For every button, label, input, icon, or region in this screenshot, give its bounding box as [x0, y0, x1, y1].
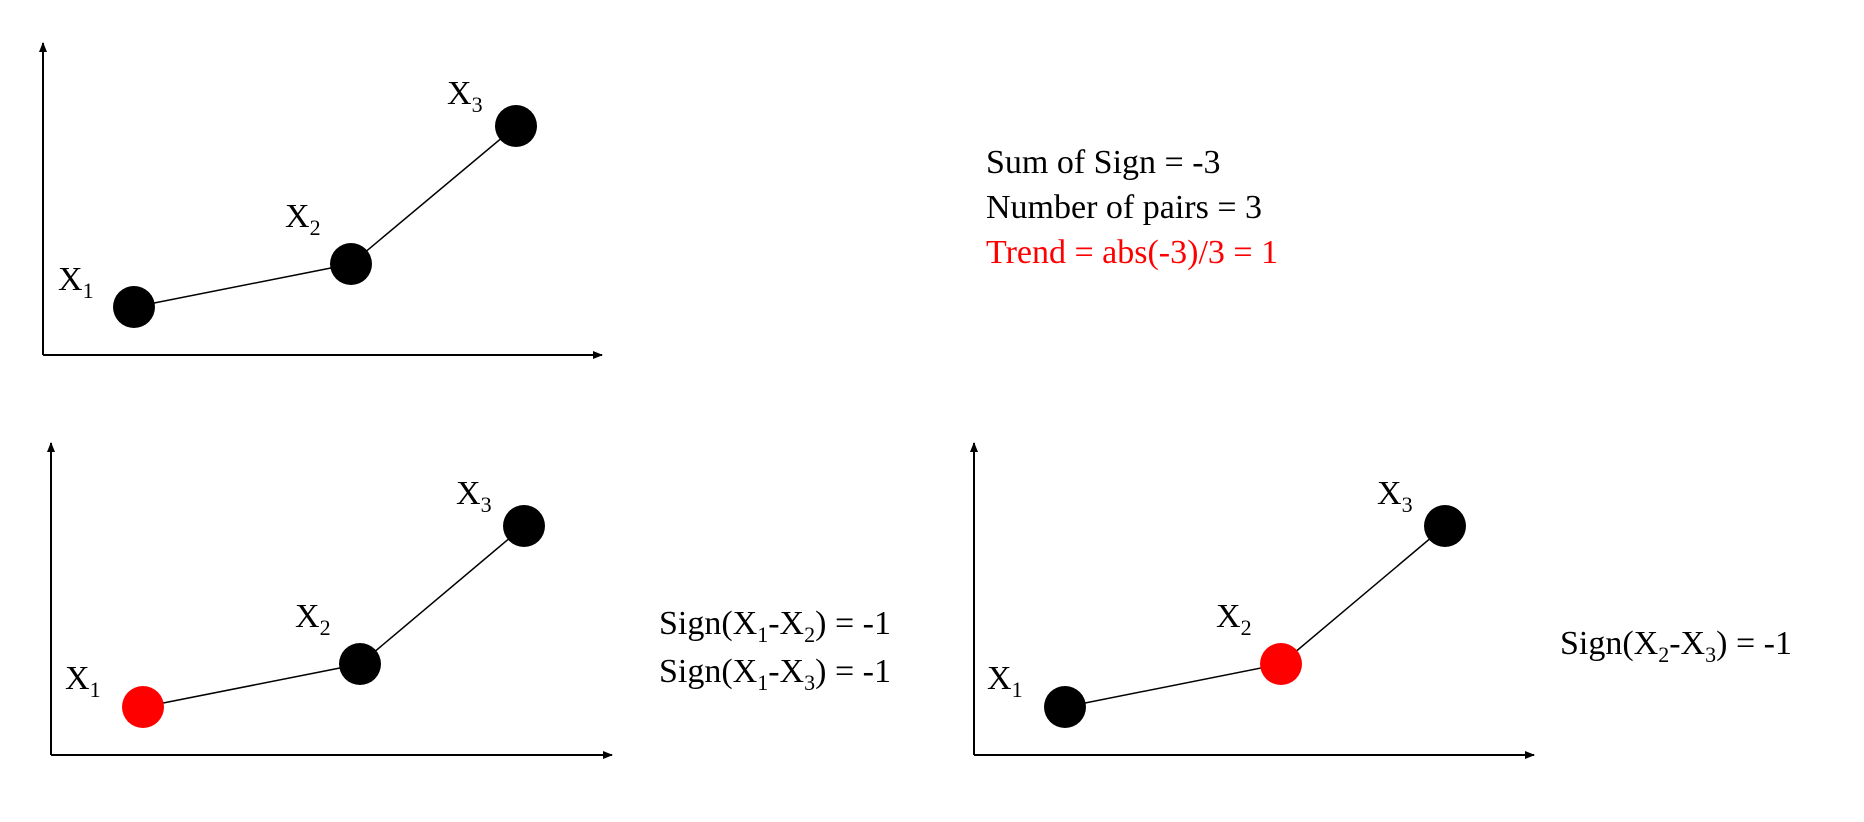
plot-3-connector-line	[1064, 525, 1446, 708]
plot-3-point-x3	[1424, 505, 1466, 547]
summary-block: Sum of Sign = -3 Number of pairs = 3 Tre…	[986, 140, 1278, 275]
plot-2	[47, 442, 613, 759]
trend-text: Trend = abs(-3)/3 = 1	[986, 234, 1279, 271]
plot-1-label-x1: X1	[58, 261, 94, 304]
plot-2-point-x1	[122, 686, 164, 728]
plot-1-connector-line	[133, 125, 517, 308]
sign-block-2: Sign(X2-X3) = -1	[1560, 621, 1792, 669]
plot-3-point-x2	[1260, 643, 1302, 685]
plot-3-label-x2: X2	[1216, 598, 1252, 641]
sign-x2-x3-text: Sign(X2-X3) = -1	[1560, 625, 1792, 667]
sign-block-1: Sign(X1-X2) = -1 Sign(X1-X3) = -1	[659, 601, 891, 697]
sign-x1-x2-text: Sign(X1-X2) = -1	[659, 605, 891, 647]
plot-2-label-x1: X1	[65, 660, 101, 703]
plot-2-label-x3: X3	[456, 475, 492, 518]
plot-3-label-x1: X1	[987, 660, 1023, 703]
plot-2-label-x2: X2	[295, 598, 331, 641]
plot-1-label-x3: X3	[447, 75, 483, 118]
number-of-pairs-text: Number of pairs = 3	[986, 189, 1263, 226]
plot-1-label-x2: X2	[285, 198, 321, 241]
plot-3-label-x3: X3	[1377, 475, 1413, 518]
plot-1-point-x3	[495, 105, 537, 147]
sign-x1-x3-text: Sign(X1-X3) = -1	[659, 653, 891, 695]
plot-3	[970, 442, 1535, 759]
plot-2-point-x3	[503, 505, 545, 547]
plot-1	[39, 42, 603, 359]
plot-2-connector-line	[142, 525, 525, 708]
plot-1-point-x1	[113, 286, 155, 328]
plot-1-point-x2	[330, 243, 372, 285]
sum-of-sign-text: Sum of Sign = -3	[986, 144, 1221, 181]
plot-2-point-x2	[339, 643, 381, 685]
plot-3-point-x1	[1044, 686, 1086, 728]
